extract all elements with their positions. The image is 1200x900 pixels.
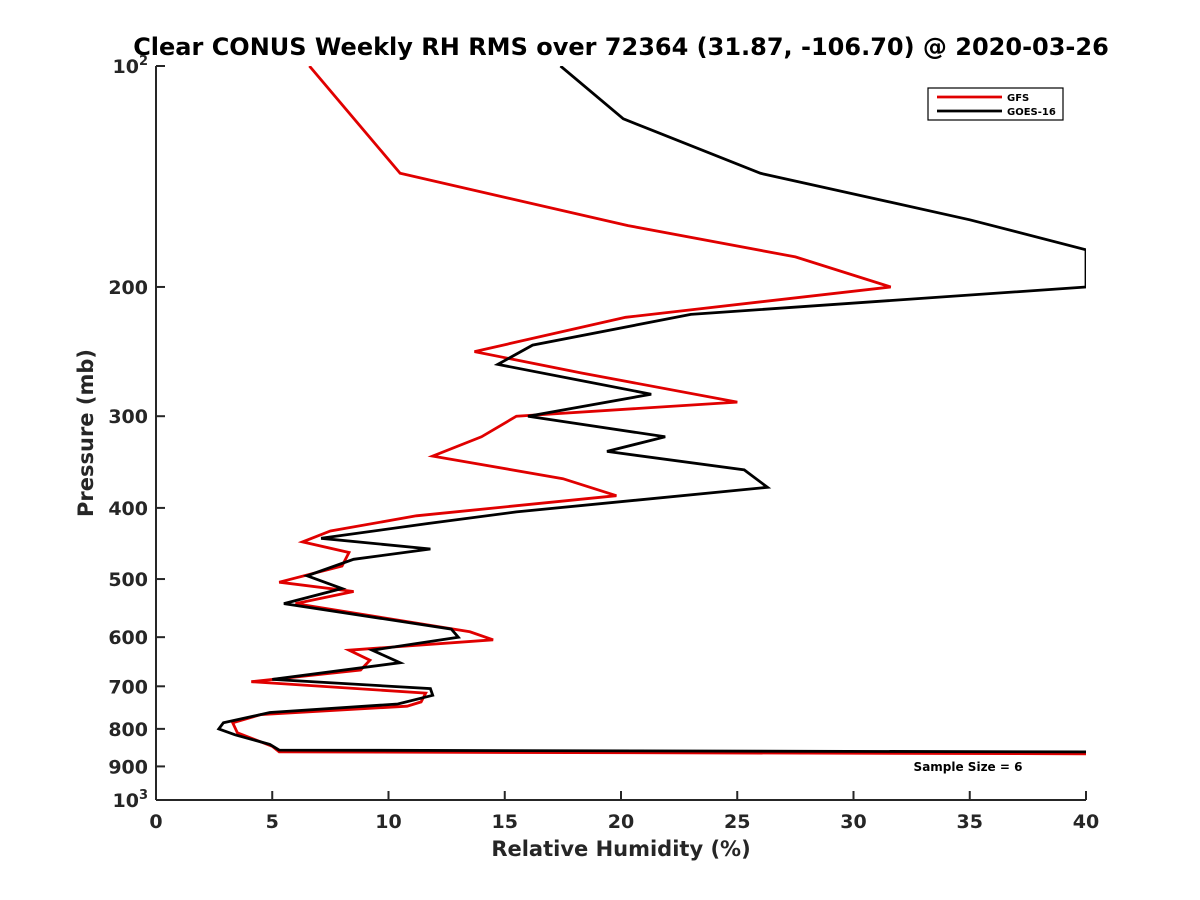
series-group [216,66,1086,756]
x-tick-label: 35 [957,811,983,833]
axes-background [156,66,1086,800]
chart-title: Clear CONUS Weekly RH RMS over 72364 (31… [133,33,1109,61]
series-line-gfs [230,66,1086,756]
y-tick-label: 400 [108,498,148,520]
x-axis-ticks: 0 5 10 15 20 25 30 35 40 [149,791,1099,833]
y-tick-label: 900 [108,756,148,778]
series-line-goes-16 [216,66,1086,754]
legend-label-gfs: GFS [1007,93,1029,104]
x-tick-label: 10 [375,811,401,833]
y-axis-title: Pressure (mb) [74,349,98,517]
x-tick-label: 0 [149,811,162,833]
y-tick-label: 500 [108,569,148,591]
y-tick-label: 700 [108,676,148,698]
x-tick-label: 5 [266,811,279,833]
legend-label-goes-16: GOES-16 [1007,107,1056,118]
x-tick-label: 25 [724,811,750,833]
y-tick-label: 800 [108,719,148,741]
y-tick-label: 300 [108,406,148,428]
x-tick-label: 20 [608,811,634,833]
y-tick-label: 200 [108,277,148,299]
x-tick-label: 30 [840,811,866,833]
x-tick-label: 40 [1073,811,1099,833]
x-tick-label: 15 [492,811,518,833]
plot-area: 0 5 10 15 20 25 30 35 40 10220030040050060070080… [108,54,1099,833]
y-tick-label: 600 [108,627,148,649]
x-axis-title: Relative Humidity (%) [491,837,750,861]
sample-size-annotation: Sample Size = 6 [914,760,1023,774]
legend: GFS GOES-16 [927,87,1064,121]
legend-items: GFS GOES-16 [937,93,1056,118]
legend-box [927,87,1064,121]
